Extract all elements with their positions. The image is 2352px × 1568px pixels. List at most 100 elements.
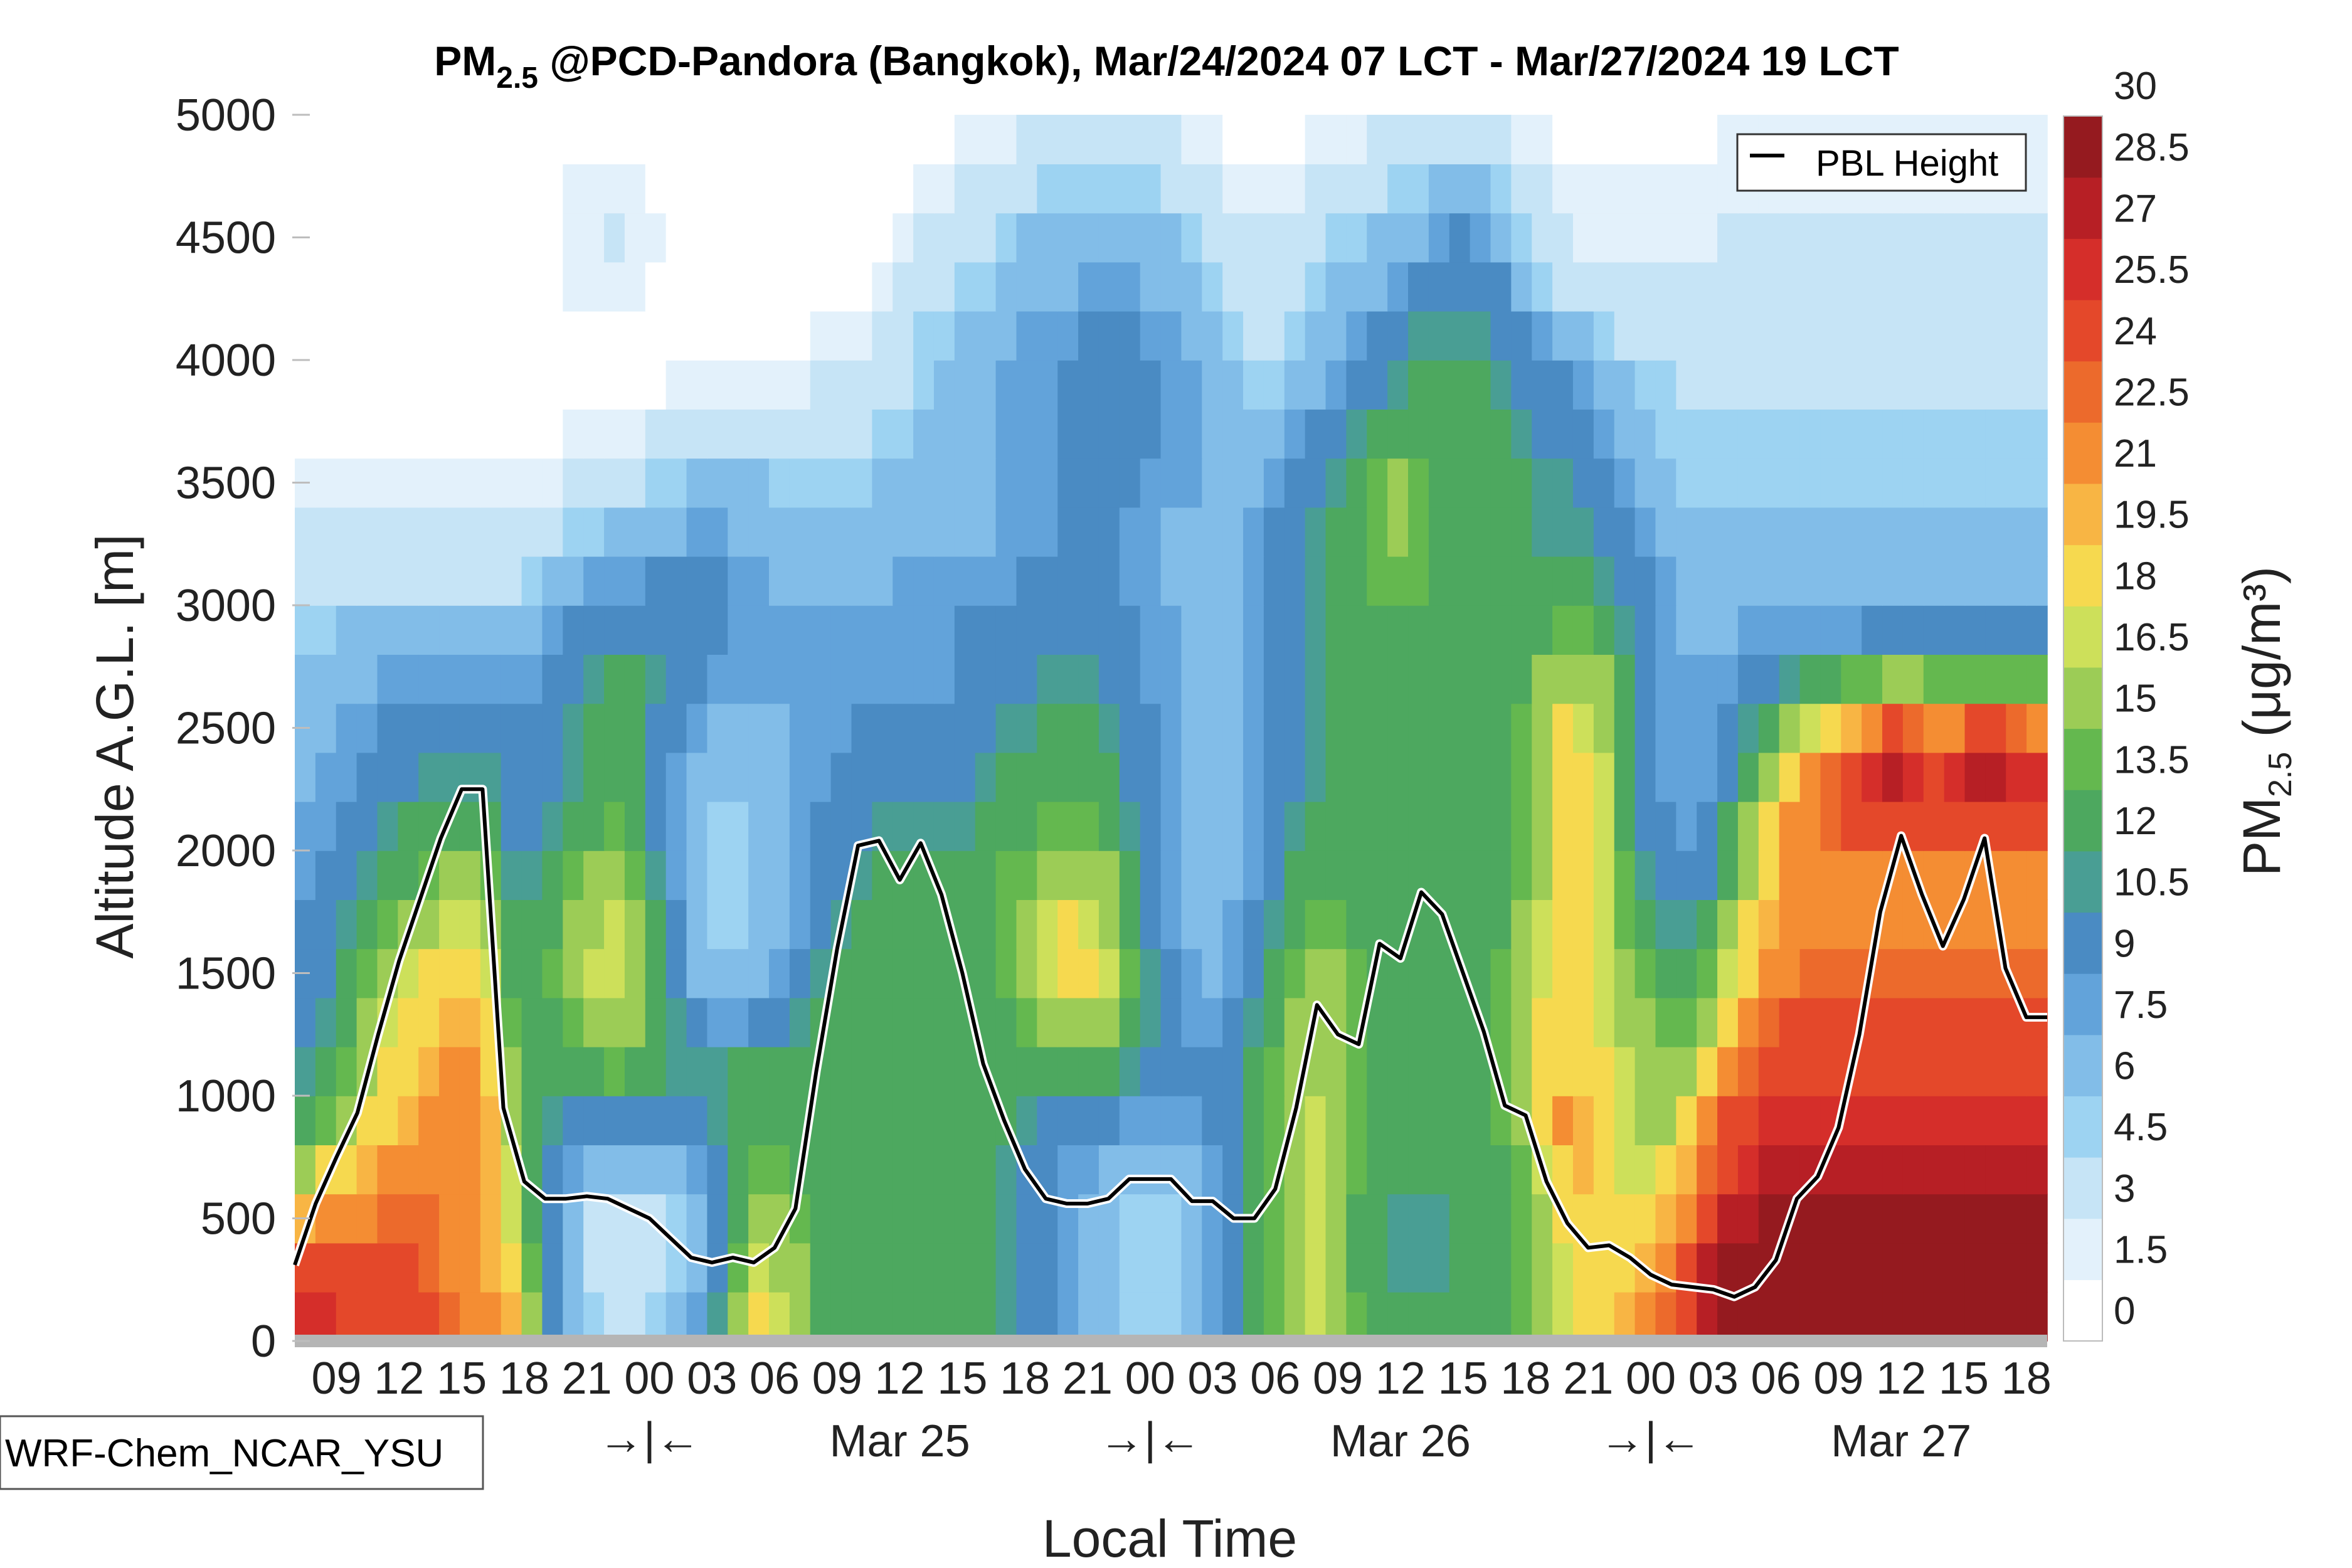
x-tick-label: 18: [499, 1353, 549, 1404]
heatmap-cell: [1820, 654, 1842, 704]
heatmap-cell: [810, 605, 832, 655]
heatmap-cell: [1016, 115, 1038, 164]
heatmap-cell: [851, 360, 873, 410]
heatmap-cell: [686, 409, 708, 459]
heatmap-cell: [1263, 409, 1285, 459]
heatmap-cell: [1511, 948, 1533, 999]
heatmap-cell: [1820, 1194, 1842, 1244]
heatmap-cell: [542, 262, 564, 312]
heatmap-cell: [1078, 948, 1099, 999]
heatmap-cell: [1882, 1096, 1904, 1145]
heatmap-cell: [1964, 1046, 1986, 1096]
heatmap-cell: [872, 997, 894, 1047]
heatmap-cell: [1697, 752, 1718, 802]
heatmap-cell: [1882, 654, 1904, 704]
heatmap-cell: [1964, 262, 1986, 312]
heatmap-cell: [1593, 605, 1615, 655]
heatmap-cell: [954, 360, 976, 410]
heatmap-cell: [1098, 360, 1120, 410]
heatmap-cell: [1037, 115, 1059, 164]
heatmap-cell: [1655, 948, 1677, 999]
heatmap-cell: [1119, 605, 1141, 655]
heatmap-cell: [954, 310, 976, 361]
heatmap-cell: [480, 360, 502, 410]
x-tick-label: 03: [687, 1353, 737, 1404]
heatmap-cell: [748, 409, 770, 459]
x-tick-label: 18: [1500, 1353, 1550, 1404]
heatmap-cell: [665, 703, 687, 753]
heatmap-cell: [1820, 1242, 1842, 1293]
heatmap-cell: [1408, 654, 1429, 704]
heatmap-cell: [728, 899, 749, 950]
heatmap-cell: [377, 507, 399, 557]
heatmap-cell: [1078, 213, 1099, 263]
heatmap-cell: [789, 1046, 811, 1096]
heatmap-cell: [1572, 1145, 1594, 1195]
heatmap-cell: [851, 899, 873, 950]
heatmap-cell: [624, 752, 646, 802]
heatmap-cell: [1119, 310, 1141, 361]
heatmap-cell: [1140, 360, 1162, 410]
x-tick-label: 03: [1688, 1353, 1739, 1404]
heatmap-cell: [1016, 850, 1038, 900]
heatmap-cell: [1202, 556, 1223, 606]
heatmap-cell: [521, 850, 543, 900]
heatmap-cell: [583, 115, 605, 164]
heatmap-cell: [1284, 262, 1306, 312]
heatmap-cell: [604, 213, 625, 263]
heatmap-cell: [1923, 1242, 1945, 1293]
heatmap-cell: [1697, 997, 1718, 1047]
heatmap-cell: [645, 409, 667, 459]
heatmap-cell: [1470, 409, 1491, 459]
heatmap-cell: [1779, 213, 1801, 263]
heatmap-cell: [1820, 507, 1842, 557]
heatmap-cell: [1057, 409, 1079, 459]
heatmap-cell: [356, 458, 378, 508]
heatmap-cell: [1243, 948, 1264, 999]
heatmap-cell: [748, 1096, 770, 1145]
heatmap-cell: [1449, 1242, 1471, 1293]
heatmap-cell: [1964, 654, 1986, 704]
heatmap-cell: [1697, 1291, 1718, 1342]
heatmap-cell: [665, 605, 687, 655]
heatmap-cell: [872, 899, 894, 950]
colorbar-swatch: [2063, 1218, 2102, 1280]
heatmap-cell: [1697, 262, 1718, 312]
heatmap-cell: [995, 1194, 1017, 1244]
heatmap-cell: [1387, 115, 1409, 164]
heatmap-cell: [1181, 703, 1203, 753]
heatmap-cell: [1944, 850, 1966, 900]
heatmap-cell: [728, 605, 749, 655]
heatmap-cell: [1758, 458, 1780, 508]
heatmap-cell: [1593, 1194, 1615, 1244]
heatmap-cell: [728, 654, 749, 704]
colorbar-tick-label: 3: [2114, 1167, 2135, 1210]
heatmap-cell: [1593, 1046, 1615, 1096]
heatmap-cell: [830, 507, 852, 557]
pbl-line: [293, 787, 2047, 1299]
heatmap-cell: [2026, 948, 2048, 999]
heatmap-cell: [810, 507, 832, 557]
heatmap-cell: [830, 1242, 852, 1293]
heatmap-cell: [1552, 1291, 1574, 1342]
heatmap-cell: [748, 115, 770, 164]
heatmap-cell: [1057, 899, 1079, 950]
heatmap-cell: [748, 507, 770, 557]
heatmap-cell: [1181, 948, 1203, 999]
heatmap-cell: [1532, 164, 1553, 214]
heatmap-cell: [851, 213, 873, 263]
heatmap-cell: [1325, 458, 1347, 508]
heatmap-cell: [1964, 458, 1986, 508]
heatmap-cell: [1160, 801, 1182, 851]
heatmap-cell: [748, 605, 770, 655]
heatmap-cell: [1841, 948, 1862, 999]
heatmap-cell: [1078, 654, 1099, 704]
x-tick-label: 21: [562, 1353, 612, 1404]
heatmap-cell: [872, 213, 894, 263]
heatmap-cell: [789, 605, 811, 655]
heatmap-cell: [645, 1096, 667, 1145]
heatmap-cell: [1263, 654, 1285, 704]
heatmap-cell: [1799, 948, 1821, 999]
heatmap-cell: [1841, 360, 1862, 410]
heatmap-cell: [1634, 1145, 1656, 1195]
